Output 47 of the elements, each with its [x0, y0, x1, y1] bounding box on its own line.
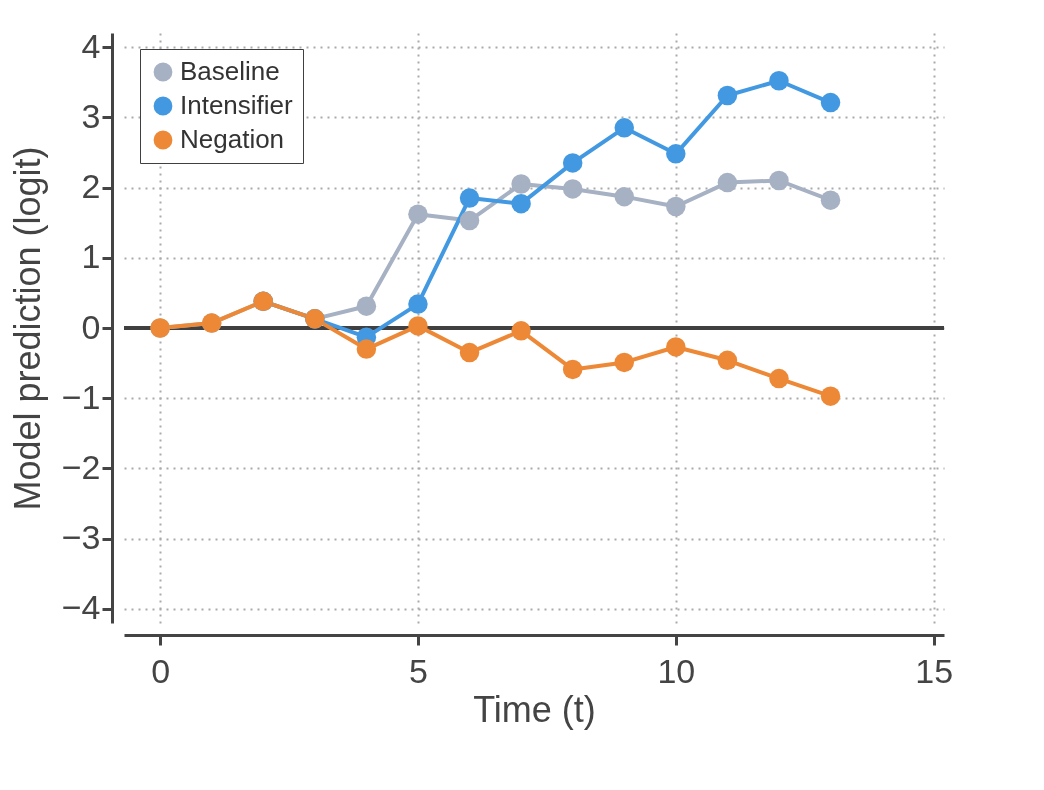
point — [717, 350, 738, 371]
point — [356, 296, 377, 316]
x-axis-title: Time (t) — [473, 688, 596, 730]
point — [666, 337, 686, 357]
legend-label: Intensifier — [180, 90, 294, 120]
y-tick-label: 2 — [81, 167, 101, 206]
point — [511, 193, 531, 214]
point — [820, 190, 841, 210]
point — [562, 359, 583, 380]
point — [769, 368, 789, 389]
point — [562, 153, 583, 173]
point — [459, 210, 480, 231]
x-tick-label: 10 — [657, 651, 696, 690]
y-tick-label: 4 — [81, 26, 101, 65]
legend-label: Negation — [180, 124, 285, 154]
point — [666, 144, 686, 164]
point — [408, 316, 428, 336]
point — [769, 170, 789, 191]
x-tick-label: 15 — [915, 651, 954, 690]
y-tick-label: 3 — [81, 96, 101, 135]
point — [769, 71, 789, 91]
y-tick-label: 0 — [81, 307, 101, 346]
y-tick-label: −1 — [61, 377, 101, 416]
point — [820, 386, 841, 406]
point — [820, 92, 841, 113]
legend-label: Baseline — [180, 56, 280, 86]
y-tick-label: −4 — [61, 588, 101, 627]
y-tick-label: 1 — [81, 237, 101, 276]
point — [666, 196, 686, 217]
point — [511, 321, 531, 341]
point — [356, 339, 377, 359]
point — [408, 294, 428, 314]
y-tick-label: −2 — [61, 447, 101, 486]
point — [717, 172, 738, 193]
x-tick-label: 5 — [409, 651, 428, 690]
point — [614, 118, 634, 138]
point — [408, 204, 428, 224]
point — [562, 179, 583, 199]
point — [717, 85, 738, 106]
x-tick-label: 0 — [151, 651, 171, 690]
point — [511, 174, 531, 194]
point — [459, 342, 480, 363]
y-tick-label: −3 — [61, 518, 101, 557]
point — [459, 188, 480, 208]
point — [614, 352, 634, 373]
point — [614, 186, 634, 207]
y-axis-title: Model prediction (logit) — [6, 146, 48, 511]
